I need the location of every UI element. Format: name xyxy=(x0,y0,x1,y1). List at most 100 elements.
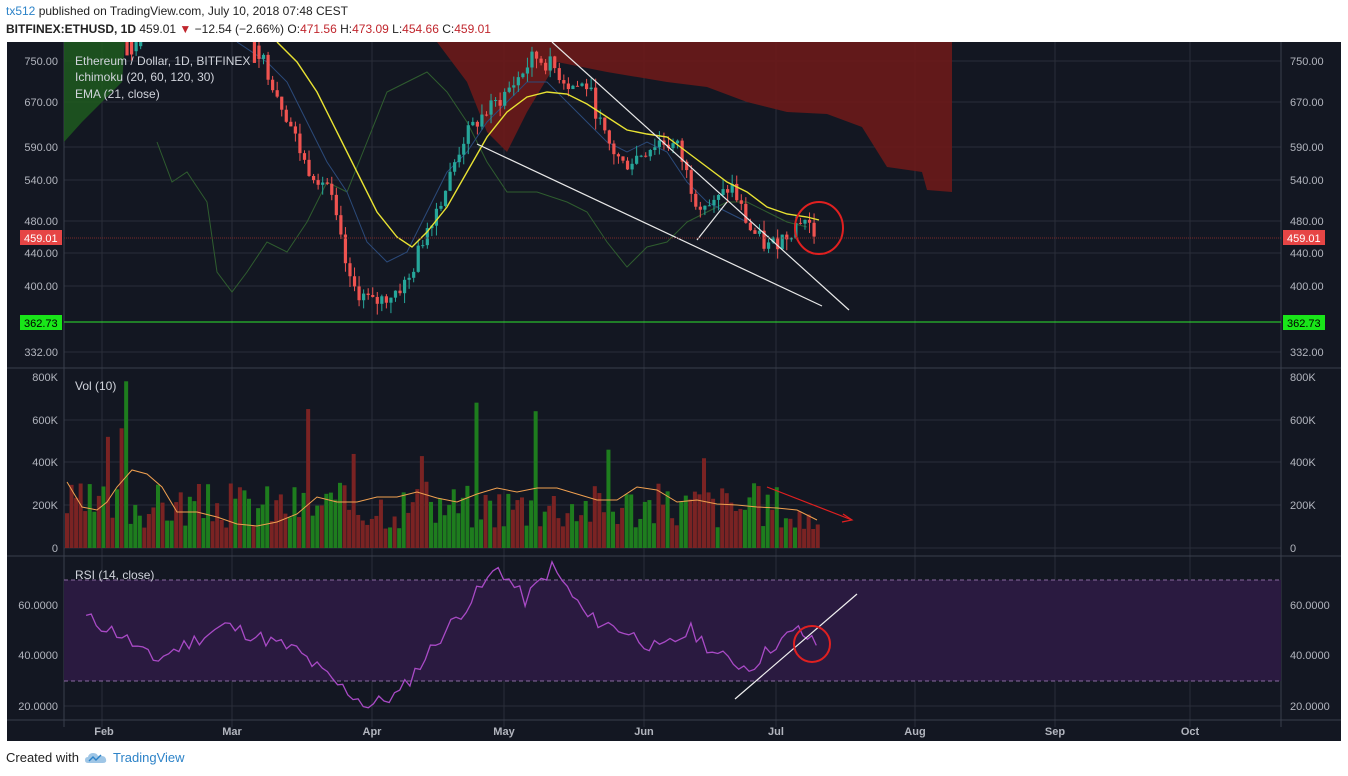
candle xyxy=(785,234,789,240)
volume-bar xyxy=(456,513,461,548)
volume-bar xyxy=(711,498,716,548)
candle xyxy=(371,294,375,297)
volume-bar xyxy=(661,504,666,548)
time-tick-apr: Apr xyxy=(363,726,383,738)
candle xyxy=(407,277,411,280)
volume-bar xyxy=(69,484,74,548)
volume-bar xyxy=(146,514,151,548)
candle xyxy=(503,91,507,106)
candle xyxy=(744,203,748,223)
price-tick-750: 750.00 xyxy=(24,56,58,68)
volume-ma-line xyxy=(66,469,818,527)
volume-bar xyxy=(729,502,734,548)
volume-bar xyxy=(124,381,129,548)
volume-bar xyxy=(438,498,443,548)
tradingview-logo-icon[interactable] xyxy=(84,751,107,765)
volume-bar xyxy=(606,449,611,548)
candle xyxy=(484,114,489,116)
volume-bar xyxy=(237,487,242,548)
candle xyxy=(598,117,602,119)
chart-area[interactable]: 750.00 670.00 590.00 540.00 480.00 440.0… xyxy=(7,41,1341,741)
volume-bar xyxy=(165,520,170,548)
volume-bar xyxy=(119,428,124,548)
vol-tick-0: 0 xyxy=(52,543,58,555)
volume-bar xyxy=(429,501,433,548)
candle xyxy=(689,170,693,194)
volume-bar xyxy=(556,518,561,548)
volume-bar xyxy=(702,458,706,548)
volume-bar xyxy=(692,491,697,548)
candle xyxy=(298,133,302,154)
price-tick-r-480: 480.00 xyxy=(1290,216,1324,228)
volume-bar xyxy=(510,509,515,548)
candle xyxy=(139,42,143,47)
candle xyxy=(771,237,775,243)
volume-bar xyxy=(474,402,479,548)
candle xyxy=(375,296,379,304)
tradingview-link[interactable]: TradingView xyxy=(112,750,185,765)
volume-bar xyxy=(365,524,370,548)
candle xyxy=(489,100,493,115)
volume-bar xyxy=(742,509,747,548)
volume-bar xyxy=(688,499,693,548)
candle xyxy=(266,54,270,80)
candle xyxy=(334,194,338,216)
candle xyxy=(534,51,539,59)
legend-vol: Vol (10) xyxy=(75,379,116,393)
rsi-tick-60: 60.0000 xyxy=(18,600,58,612)
vol-tick-r-200k: 200K xyxy=(1290,500,1316,512)
candle xyxy=(653,147,657,151)
volume-bar xyxy=(397,528,402,548)
change-down-icon: ▼ xyxy=(179,22,192,36)
volume-bar xyxy=(574,521,579,548)
volume-bar xyxy=(479,519,484,548)
volume-bar xyxy=(388,527,393,548)
volume-bar xyxy=(142,527,147,548)
price-tick-r-670: 670.00 xyxy=(1290,97,1324,109)
candle xyxy=(134,42,138,52)
chart-svg[interactable]: 750.00 670.00 590.00 540.00 480.00 440.0… xyxy=(7,41,1341,741)
candle xyxy=(357,286,361,301)
candle xyxy=(544,62,548,71)
publish-info: tx512 published on TradingView.com, July… xyxy=(6,4,348,18)
rsi-tick-r-40: 40.0000 xyxy=(1290,650,1330,662)
volume-axis: 800K 600K 400K 200K 0 800K 600K 400K 200… xyxy=(32,372,1316,555)
volume-bar xyxy=(788,518,793,548)
candle xyxy=(657,140,661,148)
volume-bar xyxy=(497,494,502,548)
candle xyxy=(753,230,757,234)
volume-bar xyxy=(570,504,575,548)
ichimoku-lagging-span xyxy=(156,71,808,293)
time-tick-aug: Aug xyxy=(904,726,925,738)
candle xyxy=(776,237,780,250)
volume-bar xyxy=(738,508,743,548)
symbol-name: BITFINEX:ETHUSD, 1D xyxy=(6,22,137,36)
volume-bar xyxy=(101,486,106,548)
volume-bar xyxy=(251,525,256,548)
support-badge-left xyxy=(20,315,62,330)
volume-bar xyxy=(351,453,356,548)
symbol-info: BITFINEX:ETHUSD, 1D 459.01 ▼ −12.54 (−2.… xyxy=(6,22,491,36)
candle xyxy=(566,83,570,90)
volume-bar xyxy=(96,495,101,548)
volume-bar xyxy=(697,494,702,548)
volume-bar xyxy=(597,493,602,548)
candle xyxy=(462,143,466,155)
price-tick-r-590: 590.00 xyxy=(1290,142,1324,154)
vol-tick-200k: 200K xyxy=(32,500,58,512)
volume-bar xyxy=(624,494,629,548)
candle xyxy=(798,222,803,224)
candle xyxy=(625,160,630,170)
rsi-tick-20: 20.0000 xyxy=(18,701,58,713)
volume-bar xyxy=(492,527,497,548)
time-tick-jun: Jun xyxy=(634,726,654,738)
last-price-badge-left-text: 459.01 xyxy=(24,233,58,245)
candle xyxy=(580,83,584,86)
volume-bar xyxy=(651,523,656,548)
volume-bar xyxy=(642,501,647,548)
volume-bar xyxy=(256,508,261,548)
candle xyxy=(339,215,343,235)
price-tick-r-750: 750.00 xyxy=(1290,56,1324,68)
author-link[interactable]: tx512 xyxy=(6,4,36,18)
time-tick-may: May xyxy=(493,726,515,738)
